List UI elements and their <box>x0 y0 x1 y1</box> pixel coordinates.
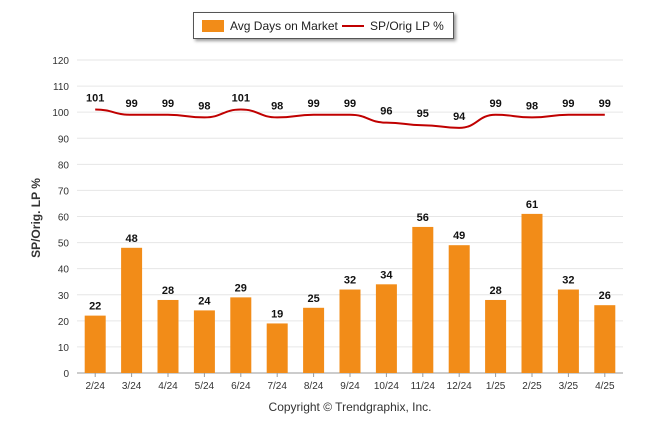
bar-data-label: 32 <box>562 275 574 287</box>
bar-data-label: 49 <box>453 230 465 242</box>
bar <box>557 289 579 373</box>
bar-data-label: 61 <box>526 199 538 211</box>
bar-data-label: 56 <box>417 212 429 224</box>
bar-data-label: 48 <box>125 233 137 245</box>
x-tick-label: 5/24 <box>195 381 215 392</box>
x-tick-label: 10/24 <box>374 381 399 392</box>
x-tick-label: 8/24 <box>304 381 324 392</box>
x-tick-label: 2/24 <box>85 381 105 392</box>
bar-data-label: 28 <box>489 285 501 297</box>
bar-data-label: 25 <box>307 293 319 305</box>
x-axis-ticks: 2/24 3/24 4/24 5/24 6/24 7/24 8/24 9/24 10/24 11/… <box>85 373 615 392</box>
copyright-text: Copyright © Trendgraphix, Inc. <box>268 400 432 414</box>
x-tick-label: 3/24 <box>122 381 142 392</box>
bar-data-label: 28 <box>162 285 174 297</box>
bar <box>521 213 543 373</box>
y-tick-label: 40 <box>58 265 70 276</box>
bar <box>412 226 434 373</box>
legend-item-line: SP/Orig LP % <box>342 13 444 38</box>
line-data-label: 101 <box>232 93 250 105</box>
bar <box>121 247 143 373</box>
line-data-label: 99 <box>489 98 501 110</box>
bar <box>594 305 616 373</box>
x-tick-label: 3/25 <box>559 381 579 392</box>
bar <box>157 299 179 373</box>
x-tick-label: 12/24 <box>447 381 472 392</box>
legend-swatch-bar <box>202 19 224 32</box>
y-tick-label: 90 <box>58 134 70 145</box>
line-data-label: 99 <box>599 98 611 110</box>
bar <box>375 284 397 373</box>
y-tick-label: 120 <box>52 56 69 67</box>
y-axis-label: SP/Orig. LP % <box>29 178 43 258</box>
line-data-label: 99 <box>344 98 356 110</box>
bar <box>339 289 361 373</box>
legend-swatch-line <box>342 24 364 27</box>
bar-data-label: 22 <box>89 301 101 313</box>
bar <box>230 297 252 373</box>
legend-label-bar: Avg Days on Market <box>230 18 338 33</box>
line-series: 101 99 99 98 101 98 99 99 96 95 94 99 98 99 99 <box>86 93 611 129</box>
y-tick-label: 70 <box>58 186 70 197</box>
y-axis-ticks: 0 10 20 30 40 50 60 70 80 90 100 110 120 <box>52 56 69 380</box>
bar-data-label: 24 <box>198 295 211 307</box>
bar-data-label: 26 <box>599 290 611 302</box>
legend-label-line: SP/Orig LP % <box>370 18 444 33</box>
y-tick-label: 60 <box>58 213 70 224</box>
line-data-label: 99 <box>162 98 174 110</box>
line-data-label: 96 <box>380 106 392 118</box>
bar <box>485 299 507 373</box>
line-data-label: 99 <box>125 98 137 110</box>
x-tick-label: 4/24 <box>158 381 178 392</box>
x-tick-label: 2/25 <box>522 381 542 392</box>
line-data-label: 98 <box>271 100 283 112</box>
line-data-label: 99 <box>307 98 319 110</box>
y-tick-label: 10 <box>58 343 70 354</box>
y-tick-label: 100 <box>52 108 69 119</box>
bar <box>84 315 106 373</box>
bar <box>193 310 215 373</box>
x-tick-label: 4/25 <box>595 381 615 392</box>
line-path <box>95 108 605 129</box>
legend: Avg Days on Market SP/Orig LP % <box>193 12 454 39</box>
line-data-label: 94 <box>453 111 466 123</box>
legend-item-bar: Avg Days on Market <box>202 13 338 38</box>
x-tick-label: 7/24 <box>267 381 287 392</box>
x-tick-label: 9/24 <box>340 381 360 392</box>
line-data-label: 98 <box>526 100 538 112</box>
y-tick-label: 80 <box>58 160 70 171</box>
bar-series: 22 48 28 24 29 19 25 32 34 56 49 28 61 32 26 <box>84 199 616 373</box>
bar-data-label: 29 <box>235 282 247 294</box>
bar-data-label: 32 <box>344 275 356 287</box>
line-data-label: 99 <box>562 98 574 110</box>
line-data-label: 95 <box>417 108 429 120</box>
x-tick-label: 11/24 <box>411 381 436 392</box>
y-tick-label: 20 <box>58 317 70 328</box>
line-data-label: 101 <box>86 93 104 105</box>
x-tick-label: 1/25 <box>486 381 506 392</box>
bar <box>448 245 470 373</box>
y-tick-label: 50 <box>58 239 70 250</box>
bar <box>303 307 325 373</box>
y-tick-label: 0 <box>63 369 69 380</box>
bar <box>266 323 288 373</box>
x-tick-label: 6/24 <box>231 381 251 392</box>
y-tick-label: 110 <box>53 82 69 93</box>
bar-data-label: 19 <box>271 308 283 320</box>
y-tick-label: 30 <box>58 291 70 302</box>
bar-data-label: 34 <box>380 269 393 281</box>
line-data-label: 98 <box>198 100 210 112</box>
